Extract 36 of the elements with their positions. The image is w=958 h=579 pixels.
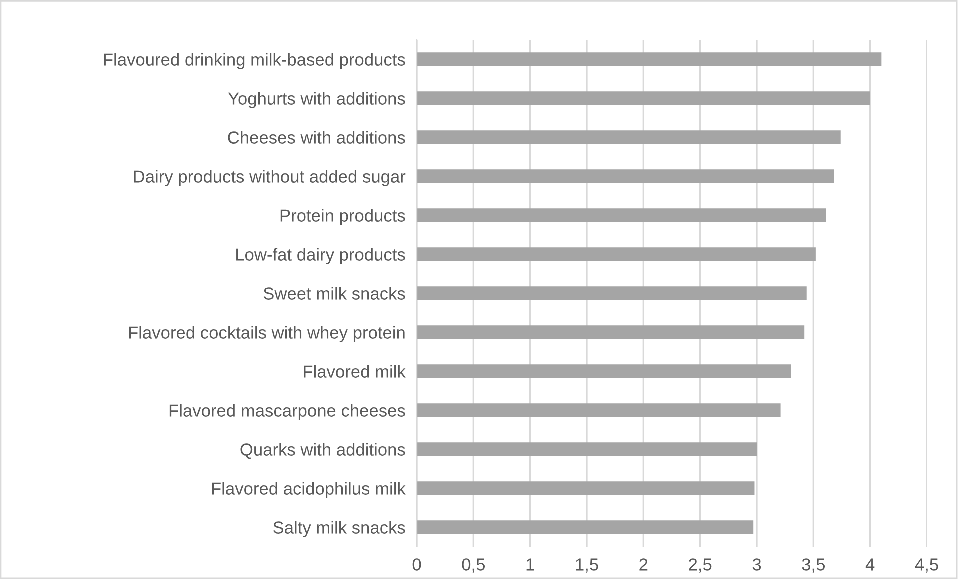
x-tick-label: 3,5 bbox=[802, 558, 826, 573]
bar bbox=[417, 286, 807, 300]
x-tick-label: 0 bbox=[412, 558, 422, 571]
bar bbox=[417, 92, 870, 106]
y-tick-label: Dairy products without added sugar bbox=[134, 170, 406, 186]
y-tick-label: Salty milk snacks bbox=[274, 521, 406, 538]
x-tick-label: 0,5 bbox=[462, 558, 486, 573]
y-tick-label: Flavored acidophilus milk bbox=[212, 482, 406, 498]
bar bbox=[417, 442, 757, 456]
y-tick-label: Low-fat dairy products bbox=[236, 248, 406, 264]
x-tick-label: 4 bbox=[866, 558, 875, 571]
y-tick-label: Cheeses with additions bbox=[228, 131, 406, 144]
y-tick-label: Protein products bbox=[280, 209, 406, 226]
bar bbox=[417, 52, 882, 66]
x-tick-label: 2,5 bbox=[689, 558, 712, 573]
x-tick-label: 1,5 bbox=[576, 558, 598, 573]
x-tick-label: 2 bbox=[640, 558, 648, 571]
y-tick-label: Flavored mascarpone cheeses bbox=[170, 404, 406, 420]
bar bbox=[417, 208, 826, 222]
x-tick-label: 4,5 bbox=[915, 558, 938, 573]
bar bbox=[417, 170, 834, 184]
bar bbox=[417, 482, 755, 496]
bar bbox=[417, 130, 841, 144]
bar bbox=[417, 326, 805, 340]
y-tick-label: Quarks with additions bbox=[240, 443, 406, 460]
y-tick-label: Sweet milk snacks bbox=[264, 287, 406, 300]
bar bbox=[417, 248, 816, 262]
y-tick-label: Yoghurts with additions bbox=[228, 92, 406, 108]
x-tick-label: 1 bbox=[526, 558, 534, 571]
y-tick-label: Flavored cocktails with whey protein bbox=[129, 326, 405, 342]
bar bbox=[417, 364, 791, 378]
y-tick-label: Flavored milk bbox=[304, 365, 406, 378]
bar bbox=[417, 404, 781, 418]
bar bbox=[417, 520, 754, 534]
y-tick-label: Flavoured drinking milk-based products bbox=[104, 53, 406, 70]
x-tick-label: 3 bbox=[752, 558, 762, 571]
